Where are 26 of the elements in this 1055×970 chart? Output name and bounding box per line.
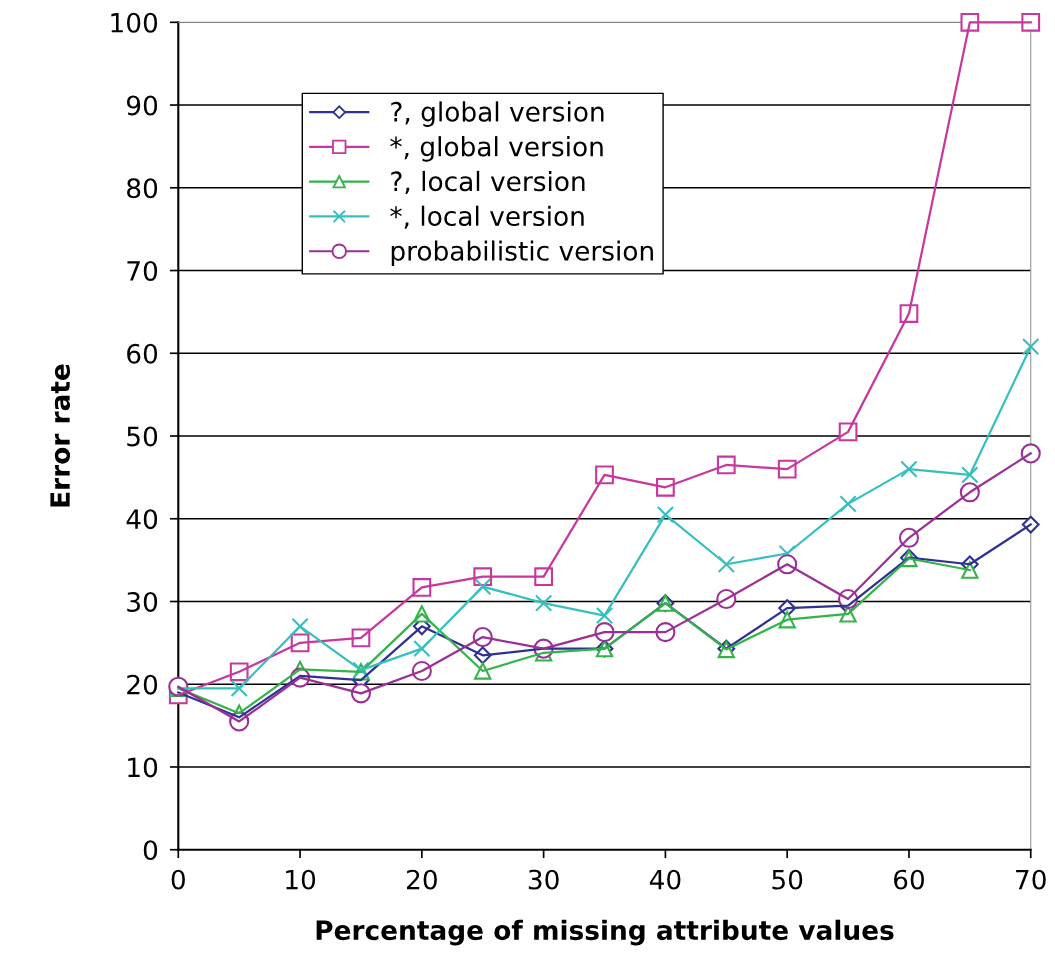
legend-label: ?, global version bbox=[391, 101, 604, 127]
y-tick-label: 100 bbox=[111, 12, 158, 33]
x-tick-label: 20 bbox=[406, 869, 437, 890]
y-axis-title: Error rate bbox=[50, 364, 71, 507]
y-tick-label: 0 bbox=[143, 840, 158, 861]
y-tick-label: 40 bbox=[126, 509, 158, 530]
x-tick-label: 60 bbox=[894, 869, 924, 890]
y-tick-label: 30 bbox=[127, 591, 158, 612]
x-tick-label: 70 bbox=[1016, 869, 1046, 890]
y-tick-label: 50 bbox=[127, 426, 158, 447]
x-axis-title: Percentage of missing attribute values bbox=[316, 919, 894, 946]
legend-label: *, global version bbox=[390, 136, 603, 162]
y-tick-label: 10 bbox=[128, 757, 158, 778]
y-tick-label: 80 bbox=[127, 178, 158, 199]
x-tick-label: 30 bbox=[528, 869, 559, 890]
x-tick-label: 0 bbox=[171, 869, 185, 890]
y-tick-label: 20 bbox=[127, 674, 158, 695]
legend-label: *, local version bbox=[390, 205, 584, 229]
x-tick-label: 50 bbox=[772, 869, 803, 890]
legend-label: ?, local version bbox=[391, 170, 585, 195]
x-tick-label: 10 bbox=[286, 869, 316, 890]
y-tick-label: 90 bbox=[126, 95, 158, 116]
y-tick-label: 70 bbox=[127, 260, 158, 281]
x-tick-label: 40 bbox=[649, 869, 681, 890]
y-tick-label: 60 bbox=[127, 343, 158, 364]
legend-label: probabilistic version bbox=[391, 240, 653, 266]
